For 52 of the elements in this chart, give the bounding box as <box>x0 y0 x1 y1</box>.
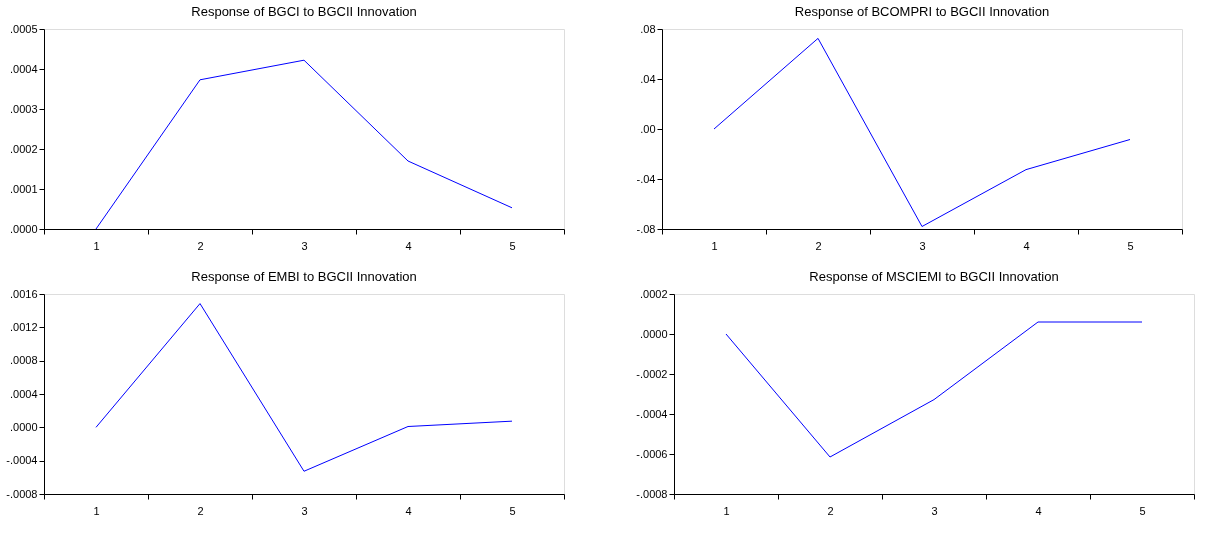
y-tick-label: .0004 <box>9 387 38 400</box>
y-tick-label: -.0008 <box>6 487 38 500</box>
x-tick-label: 5 <box>1139 504 1146 517</box>
line-series <box>95 59 513 230</box>
x-tick-label: 4 <box>405 239 412 252</box>
line-series <box>713 37 1131 227</box>
x-tick-label: 5 <box>1127 239 1134 252</box>
x-tick-label: 2 <box>815 239 822 252</box>
y-tick-label: .0012 <box>9 320 38 333</box>
chart-title: Response of BCOMPRI to BGCII Innovation <box>794 4 1050 19</box>
y-tick-label: -.0004 <box>6 454 38 467</box>
chart-title: Response of BGCI to BGCII Innovation <box>191 4 417 19</box>
x-tick-label: 3 <box>919 239 926 252</box>
y-tick-label: .0000 <box>9 420 38 433</box>
y-tick-label: .08 <box>640 22 656 35</box>
x-tick-label: 1 <box>723 504 730 517</box>
x-tick-label: 2 <box>197 239 204 252</box>
y-tick-label: .0008 <box>9 354 38 367</box>
line-series <box>95 303 513 472</box>
y-tick-label: -.08 <box>636 222 656 235</box>
x-tick-label: 1 <box>93 239 100 252</box>
y-tick-label: .0005 <box>9 22 38 35</box>
x-tick-label: 2 <box>827 504 834 517</box>
y-tick-label: -.0002 <box>636 367 668 380</box>
x-tick-label: 1 <box>711 239 718 252</box>
x-tick-label: 4 <box>405 504 412 517</box>
x-tick-label: 5 <box>509 504 516 517</box>
y-tick-label: .0000 <box>639 327 668 340</box>
chart-title: Response of EMBI to BGCII Innovation <box>191 269 417 284</box>
x-tick-label: 5 <box>509 239 516 252</box>
chart-title: Response of MSCIEMI to BGCII Innovation <box>809 269 1059 284</box>
line-series <box>725 321 1143 458</box>
y-tick-label: .00 <box>640 122 656 135</box>
y-tick-label: -.0008 <box>636 487 668 500</box>
y-tick-label: .0003 <box>9 102 38 115</box>
y-tick-label: -.0004 <box>636 407 668 420</box>
y-tick-label: .0002 <box>9 142 38 155</box>
y-tick-label: .0004 <box>9 62 38 75</box>
y-tick-label: .0002 <box>639 287 668 300</box>
x-tick-label: 4 <box>1023 239 1030 252</box>
x-tick-label: 3 <box>931 504 938 517</box>
y-tick-label: .04 <box>640 72 656 85</box>
x-tick-label: 3 <box>301 504 308 517</box>
x-tick-label: 3 <box>301 239 308 252</box>
x-tick-label: 4 <box>1035 504 1042 517</box>
y-tick-label: .0016 <box>9 287 38 300</box>
x-tick-label: 2 <box>197 504 204 517</box>
y-tick-label: -.0006 <box>636 447 668 460</box>
x-tick-label: 1 <box>93 504 100 517</box>
y-tick-label: .0000 <box>9 222 38 235</box>
y-tick-label: -.04 <box>636 172 656 185</box>
y-tick-label: .0001 <box>9 182 38 195</box>
